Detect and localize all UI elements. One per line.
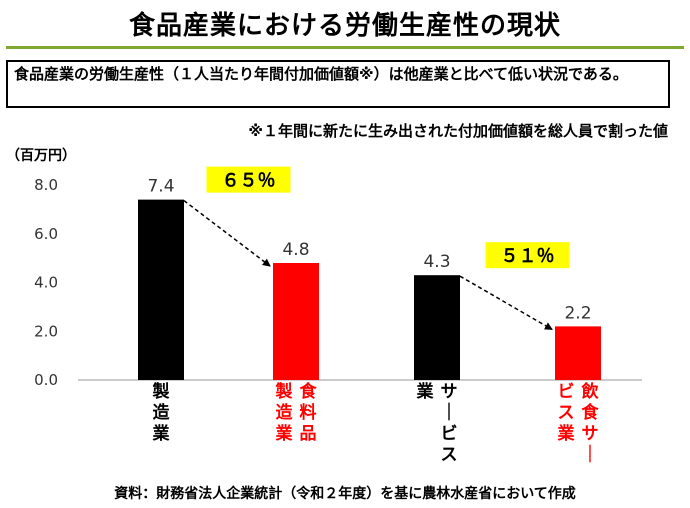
category-label: ビス業 [558,382,575,444]
category-label: 製造業 [275,381,294,444]
y-tick-label: 4.0 [34,274,58,292]
annotations: ６５％ ５１％ [183,166,570,331]
footnote: ※１年間に新たに生み出された付加価値額を総人員で割った値 [248,122,668,140]
y-tick-label: 2.0 [34,322,58,340]
data-label: 4.3 [423,252,450,272]
category-label: 業 [417,381,434,402]
y-tick-label: 8.0 [34,176,58,194]
bars: 7.4 4.8 4.3 2.2 [138,177,601,380]
summary-box: 食品産業の労働生産性（１人当たり年間付加価値額※）は他産業と比べて低い状況である… [6,60,670,108]
percent-highlight [485,242,570,269]
bar [138,199,184,380]
bar [414,275,460,380]
percent-label: ５１％ [501,246,555,267]
source-note: 資料：財務省法人企業統計（令和２年度）を基に農林水産省において作成 [114,486,576,502]
y-axis-unit-label: （百万円） [6,148,76,164]
y-tick-label: 6.0 [34,225,58,243]
category-label: サ｜ビス [441,382,458,465]
percent-label: ６５％ [222,171,276,192]
bar [273,263,319,380]
y-tick-label: 0.0 [34,371,58,389]
change-arrow [183,200,271,267]
data-label: 2.2 [564,303,591,323]
category-label: 製造業 [152,381,171,444]
change-arrow [459,275,553,331]
bar [555,326,601,380]
title-underline [6,46,684,49]
data-label: 7.4 [147,177,174,197]
page-title: 食品産業における労働生産性の現状 [128,11,561,41]
data-label: 4.8 [282,240,309,260]
category-label: 飲食サ｜ [581,381,600,465]
y-axis: 0.0 2.0 4.0 6.0 8.0 [34,176,58,389]
category-label: 食料品 [300,381,318,444]
percent-highlight [206,166,291,193]
